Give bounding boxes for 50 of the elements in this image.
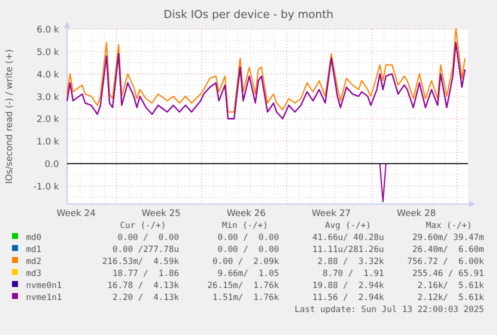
y-tick-label: 0.0: [44, 160, 60, 170]
y-tick-label: 6.0 k: [36, 26, 60, 36]
legend-label: md0: [26, 233, 42, 243]
text: 8.70 / 1.91: [322, 269, 384, 279]
text: 0.00 / 2.09k: [212, 257, 279, 267]
legend-label: md1: [26, 245, 42, 255]
legend-label: md3: [26, 269, 42, 279]
legend-label: md2: [26, 257, 42, 267]
y-tick-label: 4.0 k: [36, 70, 60, 80]
text: 0.00 / 0.00: [218, 233, 279, 243]
text: 2.20 / 4.13k: [112, 293, 179, 303]
x-tick-label: Week 27: [312, 209, 351, 219]
chart-title: Disk IOs per device - by month: [164, 8, 334, 21]
y-tick-label: 1.0 k: [36, 138, 60, 148]
text: 2.16k/ 5.61k: [417, 281, 484, 291]
y-tick-label: 5.0 k: [36, 48, 60, 58]
text: 11.11u/281.26u: [312, 245, 384, 255]
text: 0.00 / 0.00: [118, 233, 179, 243]
text: 11.56 / 2.94k: [312, 293, 384, 303]
text: 26.40m/ 6.60m: [412, 245, 484, 255]
x-tick-label: Week 25: [142, 209, 181, 219]
text: 255.46 / 65.91: [412, 269, 484, 279]
text: 1.51m/ 1.76k: [212, 293, 279, 303]
y-tick-label: 3.0 k: [36, 92, 60, 103]
text: 9.66m/ 1.05: [218, 269, 279, 279]
text: 19.88 / 2.94k: [312, 281, 384, 291]
legend-label: nvme1n1: [26, 293, 62, 303]
x-tick-label: Week 24: [56, 209, 96, 219]
y-tick-label: -1.0 k: [33, 182, 60, 193]
x-tick-label: Week 28: [396, 209, 436, 219]
text: Max (-/+): [426, 221, 472, 231]
text: Last update: Sun Jul 13 22:00:03 2025: [294, 305, 484, 315]
text: 18.77 / 1.86: [112, 269, 179, 279]
y-axis-title: IOs/second read (-) / write (+): [5, 49, 15, 184]
text: 2.12k/ 5.61k: [417, 293, 484, 303]
text: Cur (-/+): [120, 221, 166, 231]
text: 29.60m/ 39.47m: [412, 233, 484, 243]
text: Avg (-/+): [324, 221, 372, 231]
x-tick-label: Week 26: [226, 209, 266, 219]
text: 756.72 / 6.00k: [407, 257, 484, 267]
text: 16.78 / 4.13k: [107, 281, 179, 291]
text: 0.00 /277.78u: [112, 245, 179, 255]
text: 26.15m/ 1.76k: [207, 281, 279, 291]
text: Min (-/+): [222, 221, 268, 231]
text: 41.66u/ 40.28u: [312, 233, 384, 243]
text: 216.53m/ 4.59k: [102, 257, 179, 267]
legend-label: nvme0n1: [26, 281, 62, 291]
y-tick-label: 2.0 k: [36, 115, 60, 126]
text: 0.00 / 0.00: [218, 245, 279, 255]
text: 2.88 / 3.32k: [317, 257, 384, 267]
